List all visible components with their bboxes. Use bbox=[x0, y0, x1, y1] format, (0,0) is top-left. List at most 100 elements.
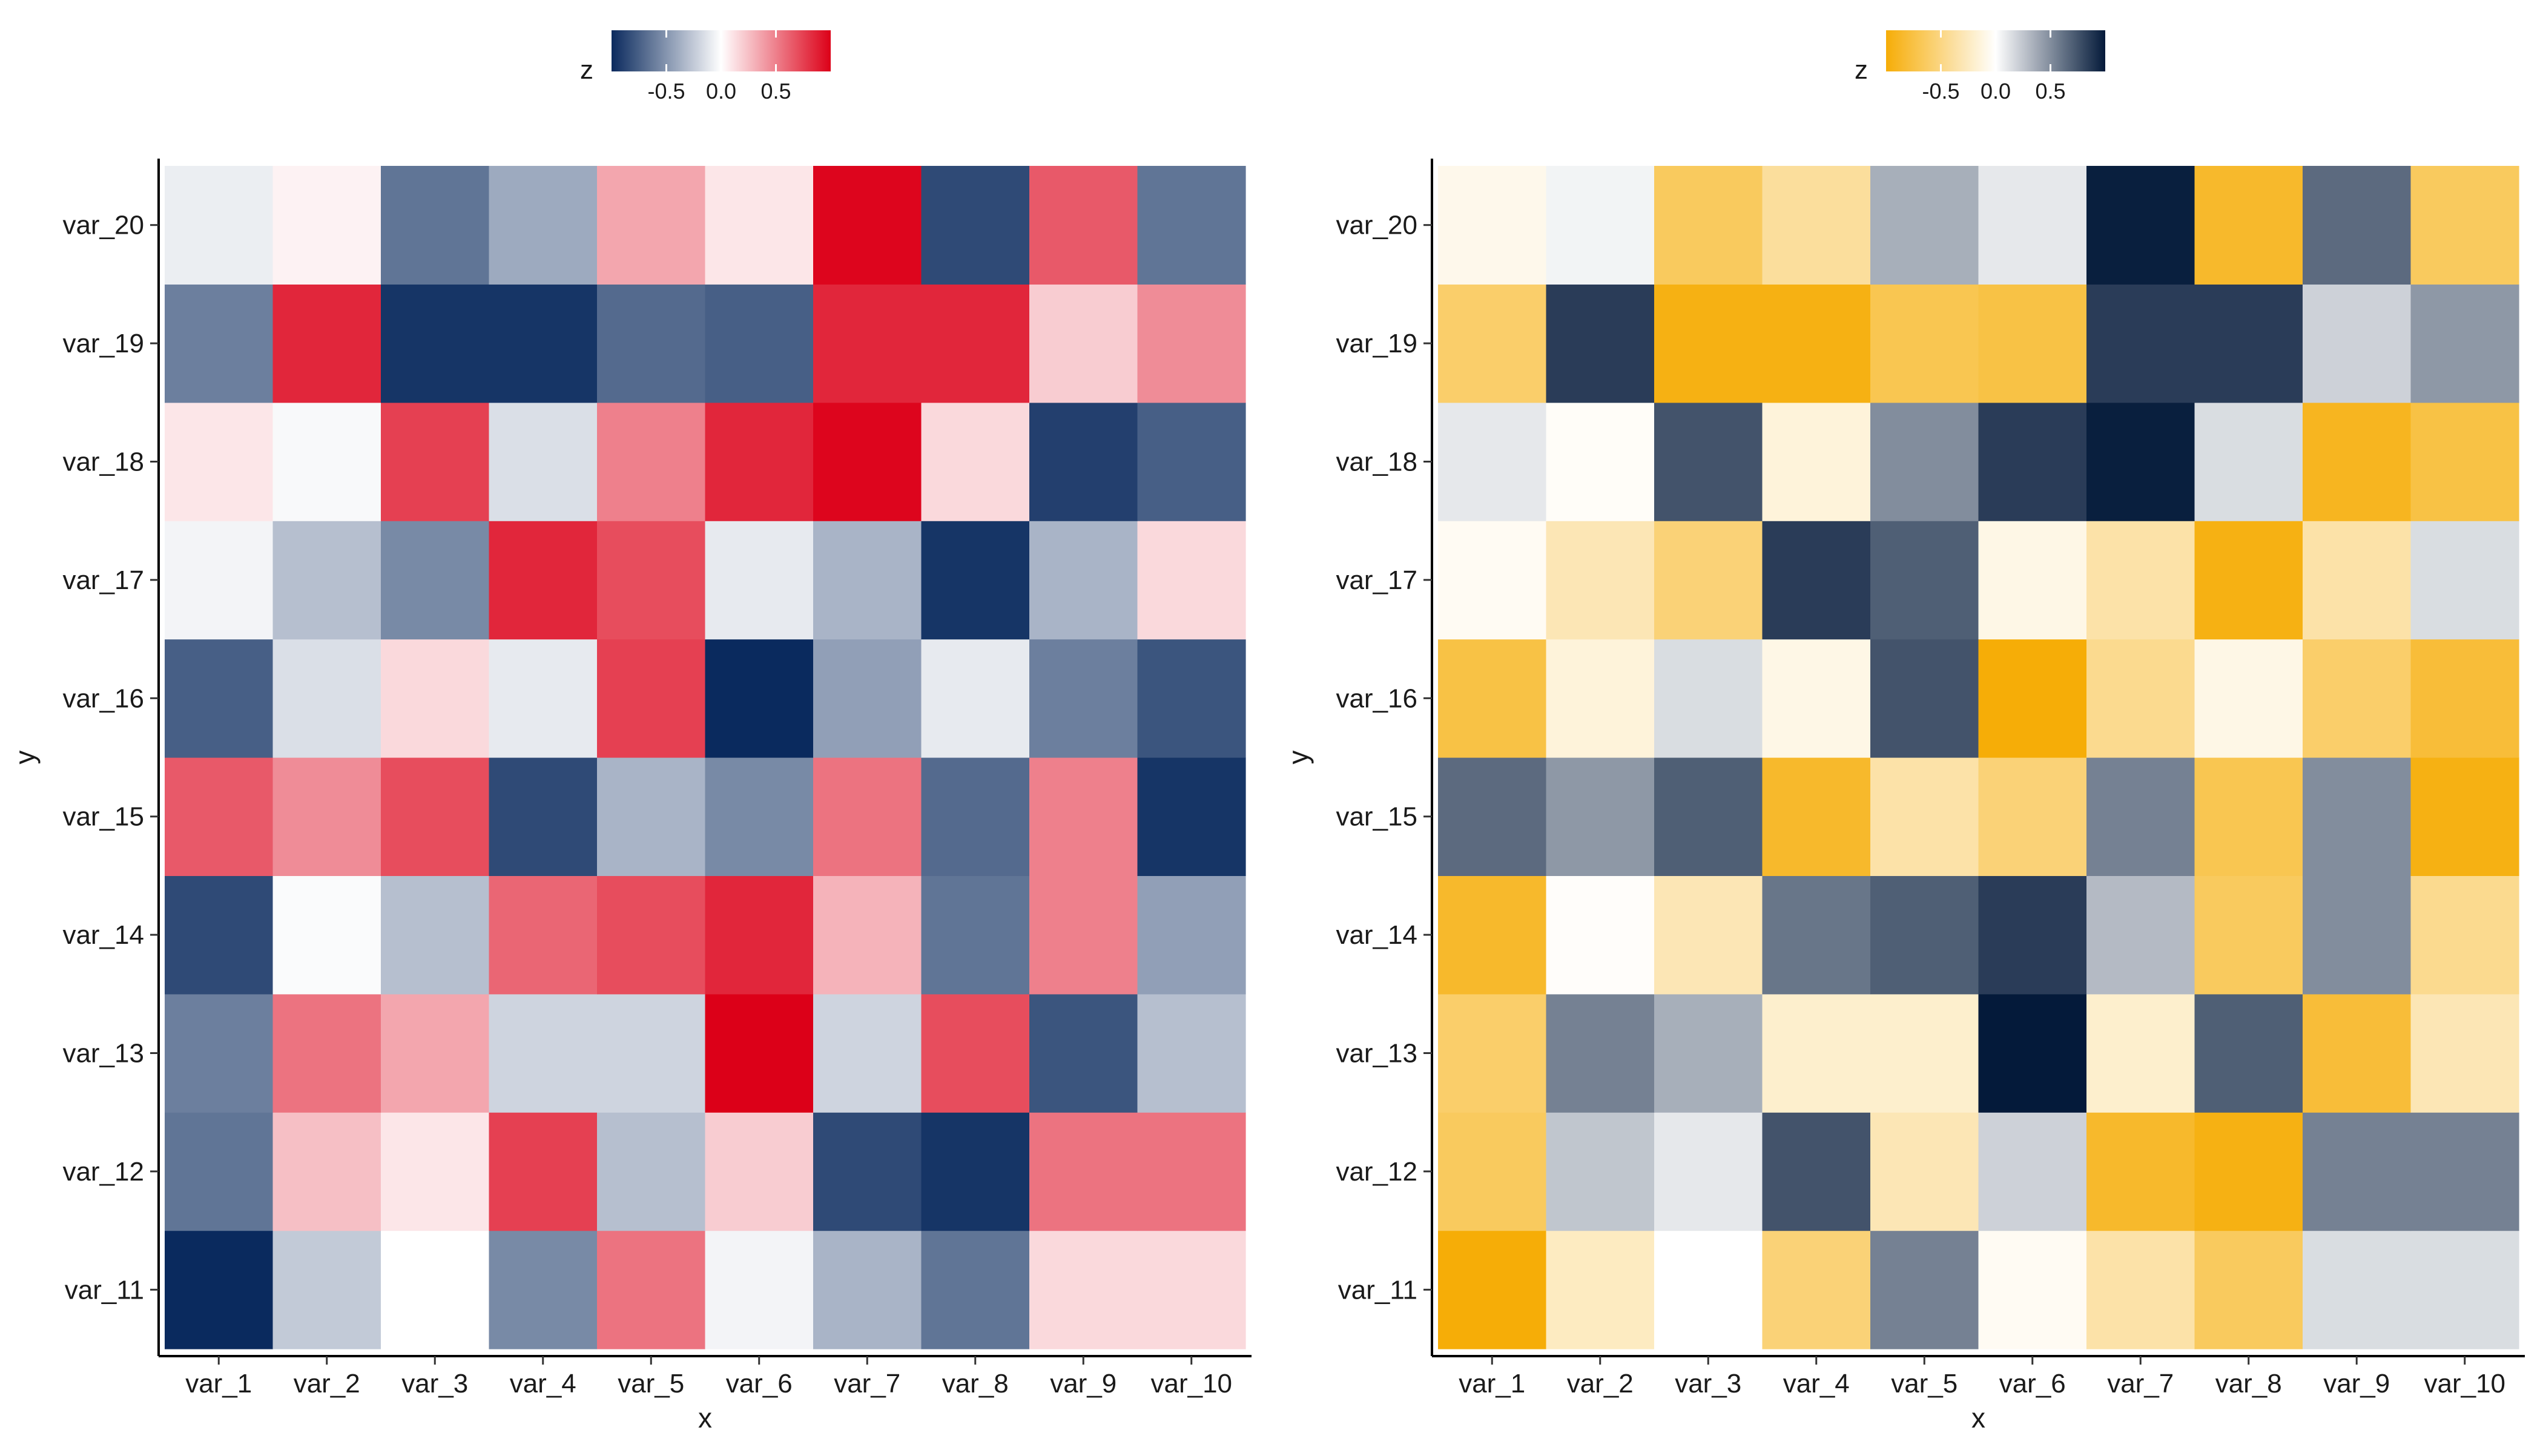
heatmap-cell bbox=[272, 875, 381, 995]
y-tick-label: var_11 bbox=[65, 1275, 144, 1305]
heatmap-cell bbox=[1978, 993, 2087, 1113]
heatmap-cell bbox=[597, 993, 706, 1113]
heatmap-cell bbox=[1762, 284, 1871, 403]
heatmap-cell bbox=[2194, 166, 2303, 285]
heatmap-cell bbox=[2303, 284, 2412, 403]
heatmap-cell bbox=[597, 639, 706, 758]
heatmap-cell bbox=[272, 166, 381, 285]
heatmap-cell bbox=[2194, 993, 2303, 1113]
y-tick-label: var_19 bbox=[62, 329, 144, 358]
heatmap-cell bbox=[1870, 1112, 1979, 1231]
heatmap-cell bbox=[813, 757, 922, 876]
heatmap-cell bbox=[1978, 521, 2087, 640]
heatmap-cell bbox=[1654, 1230, 1763, 1349]
heatmap-cell bbox=[1870, 521, 1979, 640]
y-tick-label: var_11 bbox=[1338, 1275, 1417, 1305]
heatmap-cell bbox=[1978, 166, 2087, 285]
heatmap-cell bbox=[1137, 1230, 1246, 1349]
heatmap-cell bbox=[2194, 1230, 2303, 1349]
heatmap-cell bbox=[1137, 875, 1246, 995]
legend-tick-label: -0.5 bbox=[647, 79, 685, 104]
heatmap-cells bbox=[165, 166, 1246, 1349]
heatmap-cell bbox=[597, 1230, 706, 1349]
heatmap-cell bbox=[1762, 639, 1871, 758]
heatmap-cell bbox=[2410, 875, 2519, 995]
heatmap-cell bbox=[272, 284, 381, 403]
x-tick-label: var_2 bbox=[294, 1369, 360, 1398]
heatmap-cell bbox=[705, 284, 814, 403]
heatmap-cell bbox=[705, 1112, 814, 1231]
heatmap-cell bbox=[2410, 284, 2519, 403]
heatmap-cells bbox=[1438, 166, 2519, 1349]
heatmap-cell bbox=[1546, 284, 1655, 403]
heatmap-cell bbox=[489, 166, 598, 285]
heatmap-cell bbox=[705, 521, 814, 640]
heatmap-cell bbox=[272, 402, 381, 521]
heatmap-cell bbox=[1438, 1230, 1547, 1349]
y-axis-title: y bbox=[9, 751, 41, 765]
heatmap-cell bbox=[2410, 1230, 2519, 1349]
heatmap-cell bbox=[921, 1112, 1030, 1231]
legend-tick-label: 0.0 bbox=[706, 79, 736, 104]
heatmap-cell bbox=[381, 875, 490, 995]
heatmap-cell bbox=[381, 402, 490, 521]
color-legend: z -0.5 0.0 0.5 bbox=[1855, 30, 2105, 104]
heatmap-cell bbox=[165, 1230, 274, 1349]
heatmap-cell bbox=[1029, 1112, 1138, 1231]
heatmap-cell bbox=[1029, 993, 1138, 1113]
y-tick-label: var_20 bbox=[1336, 211, 1417, 240]
heatmap-cell bbox=[1762, 875, 1871, 995]
heatmap-cell bbox=[1137, 993, 1246, 1113]
x-tick-label: var_6 bbox=[726, 1369, 793, 1398]
heatmap-cell bbox=[2410, 639, 2519, 758]
heatmap-cell bbox=[489, 875, 598, 995]
heatmap-cell bbox=[165, 284, 274, 403]
heatmap-cell bbox=[1029, 757, 1138, 876]
heatmap-cell bbox=[1546, 993, 1655, 1113]
heatmap-cell bbox=[1978, 402, 2087, 521]
heatmap-cell bbox=[2194, 521, 2303, 640]
legend-tick-label: 0.5 bbox=[2035, 79, 2065, 104]
heatmap-cell bbox=[1654, 284, 1763, 403]
heatmap-cell bbox=[1438, 993, 1547, 1113]
heatmap-cell bbox=[1546, 875, 1655, 995]
heatmap-cell bbox=[2410, 993, 2519, 1113]
heatmap-cell bbox=[1546, 1112, 1655, 1231]
y-tick-label: var_18 bbox=[62, 447, 144, 477]
heatmap-cell bbox=[381, 521, 490, 640]
heatmap-cell bbox=[1654, 875, 1763, 995]
x-tick-label: var_8 bbox=[2215, 1369, 2282, 1398]
heatmap-cell bbox=[1029, 521, 1138, 640]
heatmap-cell bbox=[2303, 1230, 2412, 1349]
legend-title: z bbox=[580, 55, 593, 85]
x-tick-label: var_3 bbox=[401, 1369, 468, 1398]
heatmap-cell bbox=[1438, 875, 1547, 995]
heatmap-cell bbox=[489, 284, 598, 403]
heatmap-cell bbox=[705, 993, 814, 1113]
heatmap-cell bbox=[1029, 402, 1138, 521]
heatmap-cell bbox=[2086, 875, 2195, 995]
color-legend: z -0.5 0.0 0.5 bbox=[580, 30, 831, 104]
heatmap-cell bbox=[1438, 521, 1547, 640]
heatmap-cell bbox=[705, 402, 814, 521]
heatmap-cell bbox=[489, 993, 598, 1113]
heatmap-cell bbox=[597, 521, 706, 640]
heatmap-panel-2: var_1 var_2 var_3 var_4 var_5 var_6 var_7 var_8… bbox=[1282, 30, 2525, 1434]
heatmap-panel-1: var_1 var_2 var_3 var_4 var_5 var_6 var_7 var_8… bbox=[9, 30, 1252, 1434]
heatmap-cell bbox=[2303, 993, 2412, 1113]
heatmap-cell bbox=[1029, 639, 1138, 758]
heatmap-cell bbox=[1438, 1112, 1547, 1231]
x-tick-label: var_2 bbox=[1567, 1369, 1634, 1398]
y-tick-label: var_19 bbox=[1336, 329, 1417, 358]
heatmap-cell bbox=[705, 166, 814, 285]
heatmap-cell bbox=[597, 402, 706, 521]
heatmap-cell bbox=[921, 166, 1030, 285]
heatmap-cell bbox=[2303, 166, 2412, 285]
y-tick-label: var_13 bbox=[1336, 1039, 1417, 1069]
heatmap-cell bbox=[813, 521, 922, 640]
x-tick-label: var_9 bbox=[1050, 1369, 1116, 1398]
y-tick-label: var_18 bbox=[1336, 447, 1417, 477]
heatmap-cell bbox=[813, 284, 922, 403]
heatmap-cell bbox=[2303, 402, 2412, 521]
